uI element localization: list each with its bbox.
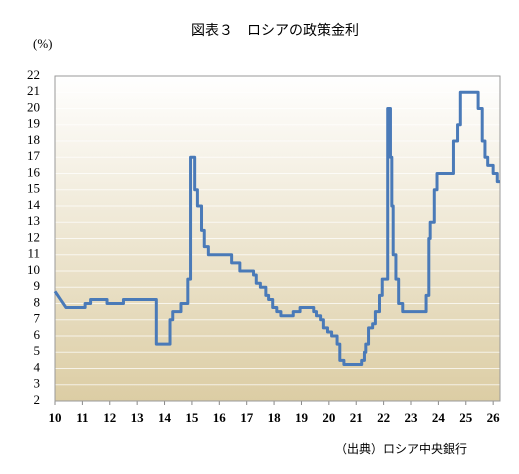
y-tick-label: 17	[27, 148, 41, 163]
source: （出典）ロシア中央銀行	[335, 441, 467, 456]
x-tick-label: 24	[432, 410, 446, 425]
y-tick-label: 9	[34, 278, 41, 293]
x-tick-label: 19	[295, 410, 309, 425]
y-tick-label: 20	[27, 99, 40, 114]
y-tick-label: 4	[34, 359, 41, 374]
y-tick-label: 14	[27, 197, 41, 212]
y-tick-label: 7	[34, 311, 41, 326]
x-tick-label: 10	[49, 410, 62, 425]
x-tick-label: 15	[185, 410, 199, 425]
data-line	[53, 90, 500, 366]
y-axis-label: (%)	[33, 36, 53, 51]
y-tick-label: 3	[34, 376, 41, 391]
x-tick-label: 22	[377, 410, 390, 425]
x-tick-label: 16	[213, 410, 227, 425]
y-tick-label: 18	[27, 132, 40, 147]
chart-title: 図表３ ロシアの政策金利	[191, 22, 359, 39]
y-tick-label: 12	[27, 229, 40, 244]
y-tick-label: 11	[27, 246, 40, 261]
x-tick-label: 25	[459, 410, 473, 425]
y-tick-label: 13	[27, 213, 40, 228]
x-tick-label: 23	[405, 410, 419, 425]
y-tick-label: 16	[27, 164, 41, 179]
x-tick-label: 17	[240, 410, 254, 425]
y-tick-label: 8	[34, 294, 41, 309]
y-tick-label: 2	[34, 392, 41, 407]
x-tick-label: 21	[350, 410, 363, 425]
plot-border	[54, 75, 501, 402]
y-tick-label: 10	[27, 262, 40, 277]
x-tick-label: 18	[268, 410, 282, 425]
x-tick-label: 11	[76, 410, 88, 425]
x-tick-label: 20	[322, 410, 335, 425]
y-tick-label: 6	[34, 327, 41, 342]
x-tick-label: 12	[103, 410, 116, 425]
x-tick-label: 13	[131, 410, 145, 425]
y-tick-label: 15	[27, 181, 40, 196]
y-tick-label: 21	[27, 83, 40, 98]
y-tick-label: 19	[27, 116, 40, 131]
y-tick-label: 5	[34, 343, 41, 358]
y-tick-label: 22	[27, 67, 40, 82]
x-tick-label: 26	[487, 410, 501, 425]
x-tick-label: 14	[158, 410, 172, 425]
